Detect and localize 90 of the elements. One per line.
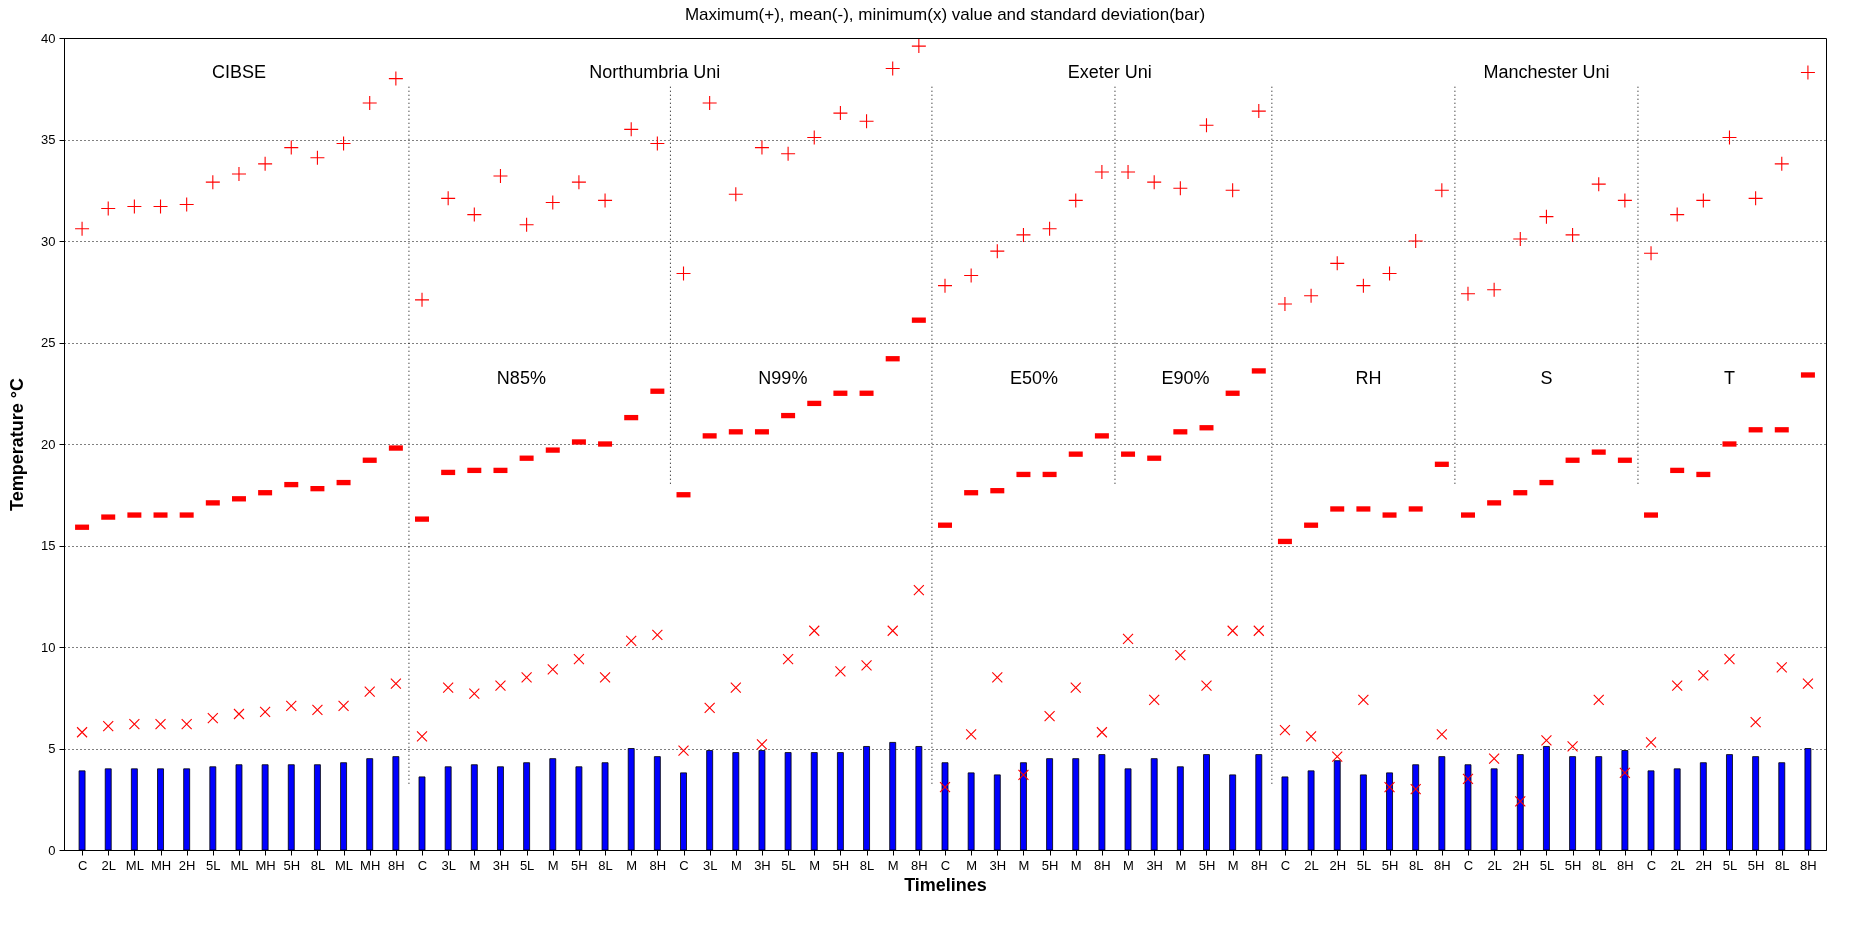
x-tick-label: 3L <box>441 857 456 873</box>
x-tick-label: M <box>887 857 899 873</box>
annotation: Manchester Uni <box>1483 61 1610 82</box>
x-tick-label: 8H <box>1094 857 1111 873</box>
x-tick-label: M <box>1227 857 1239 873</box>
x-tick-label: MH <box>360 857 381 873</box>
x-tick-label: 5L <box>1356 857 1372 873</box>
x-tick-label: 5L <box>781 857 796 873</box>
x-tick-label: 5L <box>519 857 535 873</box>
x-tick-label: 3L <box>702 857 718 873</box>
x-tick-label: 8L <box>859 857 875 873</box>
annotation: S <box>1540 368 1553 389</box>
x-tick-label: 8H <box>1250 857 1268 873</box>
x-tick-label: 5L <box>206 857 221 873</box>
annotation: RH <box>1355 368 1382 389</box>
y-axis-title: Temperature °C <box>7 378 28 511</box>
y-tick-label: 15 <box>41 538 56 553</box>
x-tick-label: 8H <box>388 857 405 873</box>
x-tick-label: 8L <box>1592 857 1607 873</box>
x-tick-label: M <box>1018 857 1030 873</box>
annotation: CIBSE <box>211 61 266 82</box>
x-tick-label: 8L <box>1408 857 1424 873</box>
x-tick-label: 8H <box>649 857 667 873</box>
x-tick-label: 5H <box>832 857 850 873</box>
x-tick-label: C <box>940 857 951 873</box>
y-tick-label: 20 <box>41 436 56 452</box>
y-tick-label: 25 <box>41 335 56 350</box>
x-tick-label: 5L <box>1722 857 1738 873</box>
x-tick-label: 8H <box>1617 857 1634 873</box>
x-tick-label: ML <box>335 857 354 873</box>
x-tick-label: M <box>626 857 638 873</box>
x-tick-label: 5H <box>1564 857 1582 873</box>
x-tick-label: M <box>1123 857 1134 873</box>
annotation: N85% <box>496 368 546 389</box>
x-tick-label: 2H <box>178 857 196 873</box>
x-tick-label: 5H <box>1198 857 1216 873</box>
x-tick-label: C <box>417 857 428 873</box>
x-tick-label: M <box>1175 857 1187 873</box>
x-tick-label: 8H <box>1434 857 1451 873</box>
x-tick-label: 2H <box>1329 857 1347 873</box>
x-tick-label: 2L <box>1487 857 1502 873</box>
annotation: Exeter Uni <box>1067 61 1152 82</box>
y-tick-label: 30 <box>41 233 56 249</box>
x-tick-label: MH <box>255 857 276 873</box>
x-tick-label: C <box>1646 857 1657 873</box>
x-tick-label: 3H <box>989 857 1007 873</box>
x-tick-label: C <box>1280 857 1291 873</box>
annotation: T <box>1723 368 1735 389</box>
x-tick-label: M <box>809 857 821 873</box>
x-tick-label: M <box>730 857 742 873</box>
x-tick-label: 5H <box>283 857 301 873</box>
x-tick-label: 8L <box>598 857 613 873</box>
x-tick-label: M <box>966 857 978 873</box>
annotation: N99% <box>758 368 808 389</box>
y-tick-label: 0 <box>48 842 56 858</box>
annotation: Northumbria Uni <box>589 61 721 82</box>
x-tick-label: M <box>1070 857 1082 873</box>
y-tick-label: 10 <box>41 639 56 655</box>
x-tick-label: MH <box>150 857 172 873</box>
x-tick-label: ML <box>125 857 144 873</box>
x-tick-label: M <box>547 857 559 873</box>
chart-title: Maximum(+), mean(-), minimum(x) value and standard deviation(bar) <box>684 5 1206 24</box>
x-tick-label: 2L <box>1670 857 1685 873</box>
x-tick-label: 8H <box>1800 857 1817 873</box>
x-tick-label: 5H <box>571 857 588 873</box>
x-tick-label: C <box>77 857 88 873</box>
y-tick-label: 40 <box>41 30 56 46</box>
x-tick-label: 3H <box>754 857 771 873</box>
x-tick-label: M <box>469 857 481 873</box>
x-tick-label: 3H <box>492 857 510 873</box>
x-tick-label: 8H <box>911 857 928 873</box>
annotation: E90% <box>1161 368 1210 389</box>
x-tick-label: C <box>1463 857 1474 873</box>
x-tick-label: C <box>679 857 689 873</box>
y-tick-label: 5 <box>48 741 56 756</box>
x-tick-label: 2H <box>1695 857 1713 873</box>
x-tick-label: ML <box>230 857 249 873</box>
x-tick-label: 8L <box>310 857 326 873</box>
annotation: E50% <box>1009 368 1058 389</box>
x-tick-label: 2L <box>1304 857 1319 873</box>
x-axis-title: Timelines <box>904 874 987 895</box>
x-tick-label: 2L <box>101 857 116 873</box>
x-tick-label: 2H <box>1512 857 1530 873</box>
x-tick-label: 5H <box>1041 857 1059 873</box>
x-tick-label: 5H <box>1381 857 1399 873</box>
x-tick-label: 5L <box>1539 857 1555 873</box>
y-tick-label: 35 <box>41 132 56 147</box>
x-tick-label: 3H <box>1146 857 1164 873</box>
x-tick-label: 8L <box>1775 857 1790 873</box>
x-tick-label: 5H <box>1747 857 1765 873</box>
